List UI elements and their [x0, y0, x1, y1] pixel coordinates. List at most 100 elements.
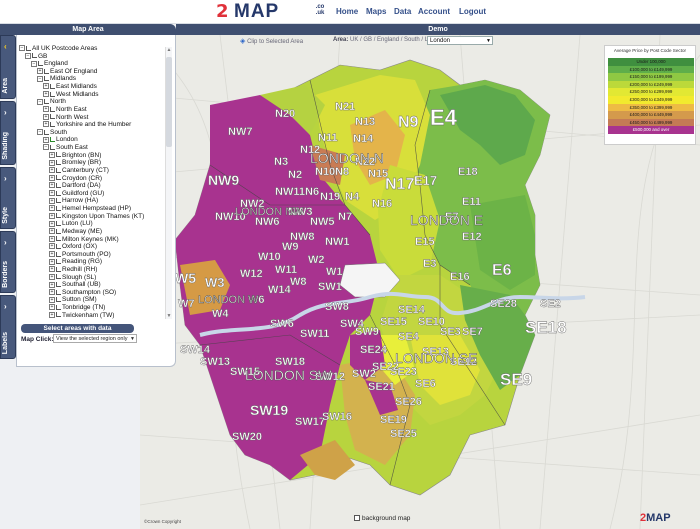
tree-node[interactable]: + East Midlands: [43, 83, 97, 91]
tree-node[interactable]: + Reading (RG): [49, 258, 102, 266]
tree-checkbox[interactable]: [56, 175, 61, 181]
tab-shading[interactable]: › Shading: [0, 101, 16, 165]
tree-node[interactable]: + Milton Keynes (MK): [49, 236, 119, 244]
tree-node[interactable]: − South East: [43, 144, 88, 152]
tree-node[interactable]: + North West: [43, 114, 88, 122]
expand-icon[interactable]: +: [43, 83, 49, 90]
tree-checkbox[interactable]: [50, 91, 55, 97]
tree-node[interactable]: − Midlands: [37, 75, 76, 83]
tree-node[interactable]: + Yorkshire and the Humber: [43, 121, 131, 129]
expand-icon[interactable]: +: [49, 205, 55, 212]
tree-checkbox[interactable]: [56, 297, 61, 303]
expand-icon[interactable]: +: [43, 136, 49, 143]
tree-checkbox[interactable]: [56, 282, 61, 287]
expand-icon[interactable]: +: [49, 258, 55, 265]
tree-checkbox[interactable]: [56, 152, 61, 158]
map-click-select[interactable]: View the selected region only ▼: [53, 334, 137, 343]
tree-node[interactable]: + Croydon (CR): [49, 175, 102, 183]
background-map-toggle[interactable]: background map: [354, 515, 410, 522]
tree-checkbox[interactable]: [56, 259, 61, 265]
tree-node[interactable]: + Bromley (BR): [49, 159, 101, 167]
expand-icon[interactable]: +: [49, 235, 55, 242]
nav-data[interactable]: Data: [394, 7, 412, 16]
tree-node[interactable]: + Twickenham (TW): [49, 312, 114, 320]
tree-node[interactable]: + Southampton (SO): [49, 289, 116, 297]
expand-icon[interactable]: +: [49, 228, 55, 235]
tree-node[interactable]: + Southall (UB): [49, 281, 101, 289]
collapse-icon[interactable]: −: [43, 144, 49, 151]
background-map-checkbox[interactable]: [354, 515, 360, 522]
tree-checkbox[interactable]: [56, 198, 61, 204]
tree-node[interactable]: + Canterbury (CT): [49, 167, 109, 175]
tree-checkbox[interactable]: [44, 99, 49, 105]
expand-icon[interactable]: +: [49, 190, 55, 197]
expand-icon[interactable]: +: [43, 113, 49, 120]
tree-node[interactable]: + Portsmouth (PO): [49, 251, 111, 259]
tree-checkbox[interactable]: [56, 312, 61, 318]
tree-checkbox[interactable]: [56, 228, 61, 234]
tab-area[interactable]: ‹ Area: [0, 35, 16, 99]
tree-node[interactable]: + Hemel Hempstead (HP): [49, 205, 131, 213]
collapse-icon[interactable]: −: [31, 60, 37, 67]
tree-checkbox[interactable]: [56, 304, 61, 310]
expand-icon[interactable]: +: [49, 296, 55, 303]
scroll-down-icon[interactable]: ▼: [166, 313, 172, 319]
expand-icon[interactable]: +: [43, 91, 49, 97]
tree-checkbox[interactable]: [56, 274, 61, 280]
tree-node[interactable]: − England: [31, 60, 68, 68]
tree-node[interactable]: + Redhill (RH): [49, 266, 97, 274]
tree-checkbox[interactable]: [56, 266, 61, 272]
area-select[interactable]: London ▼: [427, 36, 493, 45]
nav-home[interactable]: Home: [336, 7, 359, 16]
expand-icon[interactable]: +: [37, 68, 43, 75]
tree-checkbox[interactable]: [56, 251, 61, 257]
tree-node[interactable]: + Kingston Upon Thames (KT): [49, 213, 144, 221]
tree-checkbox[interactable]: [44, 68, 49, 74]
tree-node[interactable]: + Slough (SL): [49, 274, 96, 282]
tree-node[interactable]: + West Midlands: [43, 91, 99, 99]
tree-checkbox[interactable]: [44, 76, 49, 82]
tree-node[interactable]: − All UK Postcode Areas: [19, 45, 97, 53]
tree-checkbox[interactable]: [50, 144, 55, 150]
expand-icon[interactable]: +: [49, 197, 55, 204]
expand-icon[interactable]: +: [49, 212, 55, 219]
tree-checkbox[interactable]: [50, 106, 55, 112]
tree-node[interactable]: + East Of England: [37, 68, 97, 76]
tree-checkbox[interactable]: [26, 45, 31, 51]
tree-node[interactable]: + Luton (LU): [49, 220, 93, 228]
collapse-icon[interactable]: −: [25, 52, 31, 59]
nav-logout[interactable]: Logout: [459, 7, 487, 16]
nav-maps[interactable]: Maps: [366, 7, 387, 16]
tab-style[interactable]: › Style: [0, 167, 16, 229]
map-canvas[interactable]: E4 N9 N21 N20 N13 N11 N14 N12 NW7 N3 N17…: [140, 35, 700, 529]
tree-scrollbar[interactable]: ▲ ▼: [165, 47, 172, 319]
select-areas-button[interactable]: Select areas with data: [21, 324, 134, 333]
tree-node[interactable]: + Sutton (SM): [49, 296, 97, 304]
expand-icon[interactable]: +: [49, 266, 55, 273]
collapse-icon[interactable]: −: [37, 98, 43, 105]
tree-checkbox[interactable]: [56, 160, 61, 166]
tree-checkbox[interactable]: [56, 289, 61, 295]
tree-checkbox[interactable]: [56, 243, 61, 249]
expand-icon[interactable]: +: [49, 251, 55, 258]
expand-icon[interactable]: +: [49, 273, 55, 280]
tree-checkbox[interactable]: [50, 114, 55, 120]
expand-icon[interactable]: +: [49, 220, 55, 227]
tree-node[interactable]: + North East: [43, 106, 87, 114]
expand-icon[interactable]: +: [49, 182, 55, 189]
collapse-icon[interactable]: −: [19, 45, 25, 52]
expand-icon[interactable]: +: [49, 167, 55, 174]
tree-node[interactable]: + Medway (ME): [49, 228, 102, 236]
tree-checkbox[interactable]: [56, 221, 61, 227]
tree-node[interactable]: + Guildford (GU): [49, 190, 104, 198]
tree-node[interactable]: + Harrow (HA): [49, 197, 98, 205]
expand-icon[interactable]: +: [49, 243, 55, 250]
expand-icon[interactable]: +: [49, 289, 55, 296]
tree-checkbox[interactable]: [56, 167, 61, 173]
tree-checkbox[interactable]: [56, 213, 61, 219]
tree-node[interactable]: + Tonbridge (TN): [49, 304, 105, 312]
collapse-icon[interactable]: −: [37, 75, 43, 82]
tree-checkbox[interactable]: [38, 61, 43, 67]
tree-node[interactable]: + Oxford (OX): [49, 243, 97, 251]
tree-checkbox[interactable]: [32, 53, 37, 59]
